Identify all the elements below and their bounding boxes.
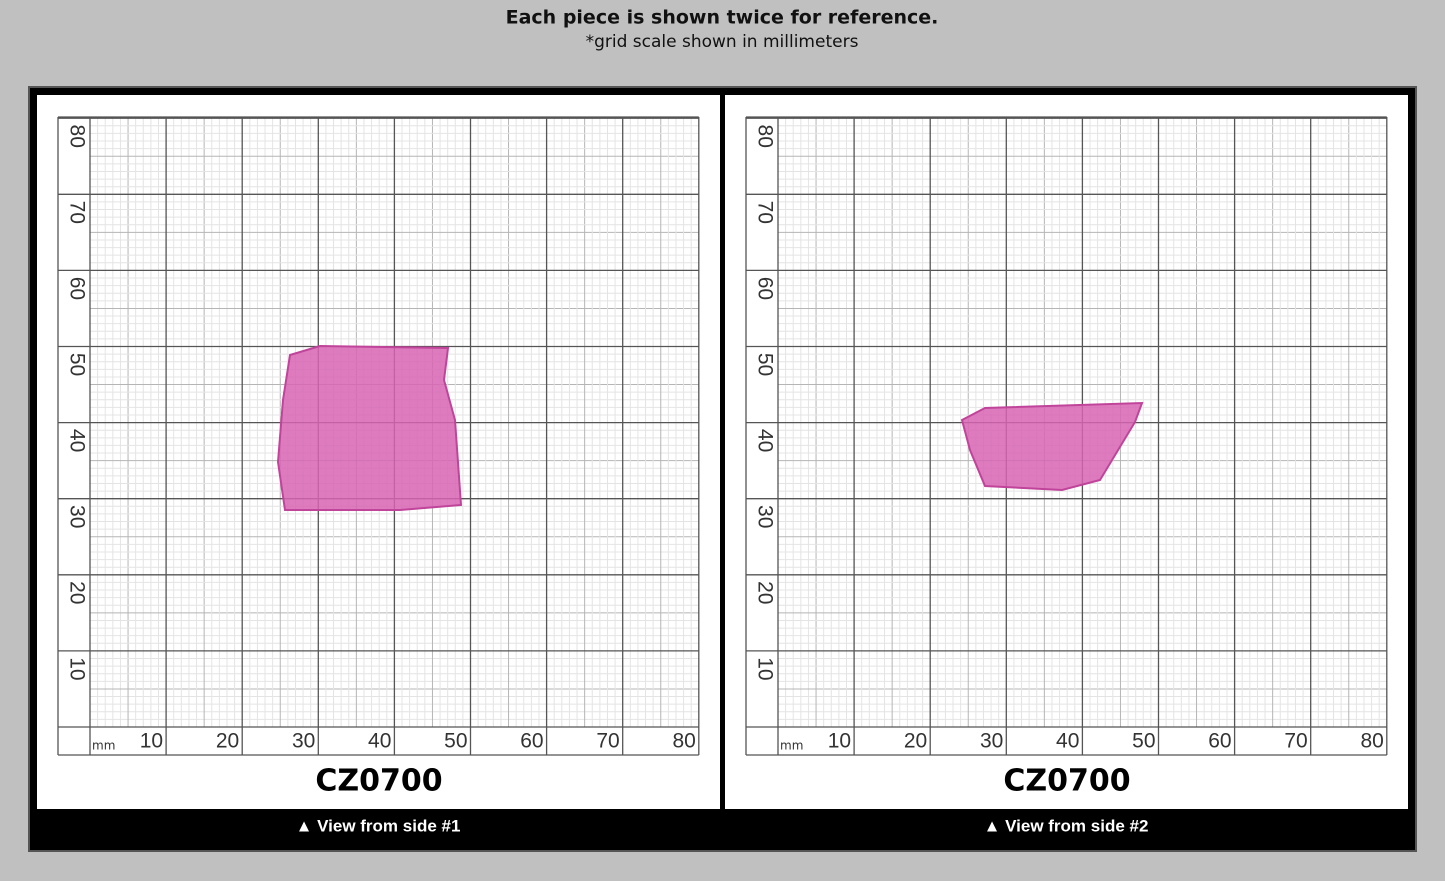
x-tick-label: 30: [292, 730, 315, 753]
x-tick-label: 50: [1132, 730, 1155, 753]
y-tick-label: 50: [65, 353, 88, 376]
item-label: CZ0700: [315, 764, 442, 799]
y-tick-label: 70: [753, 201, 776, 224]
x-tick-label: 10: [828, 730, 851, 753]
gem: [276, 344, 463, 511]
x-tick-label: 50: [444, 730, 467, 753]
y-tick-label: 40: [65, 429, 88, 452]
caption: ▲ View from side #1: [296, 816, 461, 835]
x-tick-label: 70: [596, 730, 619, 753]
caption: ▲ View from side #2: [984, 816, 1149, 835]
unit-label: mm: [92, 739, 115, 753]
x-tick-label: 40: [1056, 730, 1079, 753]
y-tick-label: 10: [753, 657, 776, 680]
x-tick-label: 10: [140, 730, 163, 753]
x-tick-label: 20: [904, 730, 927, 753]
y-tick-label: 30: [65, 505, 88, 528]
x-tick-label: 30: [980, 730, 1003, 753]
y-tick-label: 70: [65, 201, 88, 224]
y-tick-label: 30: [753, 505, 776, 528]
x-tick-label: 80: [1360, 730, 1383, 753]
x-tick-label: 60: [1208, 730, 1231, 753]
y-tick-label: 20: [753, 581, 776, 604]
y-tick-label: 20: [65, 581, 88, 604]
panel: mm 10 20 30 40 50 60 70 80 10 20 30 40 50 60 70 80 CZ0700…: [725, 95, 1408, 835]
gem: [960, 401, 1144, 492]
unit-label: mm: [780, 739, 803, 753]
x-tick-label: 60: [520, 730, 543, 753]
x-tick-label: 40: [368, 730, 391, 753]
panel: mm 10 20 30 40 50 60 70 80 10 20 30 40 50 60 70 80 CZ0700…: [37, 95, 720, 835]
x-tick-label: 80: [672, 730, 695, 753]
y-tick-label: 60: [753, 277, 776, 300]
title: Each piece is shown twice for reference.: [506, 7, 939, 29]
y-tick-label: 50: [753, 353, 776, 376]
y-tick-label: 10: [65, 657, 88, 680]
item-label: CZ0700: [1003, 764, 1130, 799]
subtitle: *grid scale shown in millimeters: [586, 32, 859, 52]
x-tick-label: 70: [1284, 730, 1307, 753]
x-tick-label: 20: [216, 730, 239, 753]
y-tick-label: 80: [753, 125, 776, 148]
y-tick-label: 40: [753, 429, 776, 452]
y-tick-label: 80: [65, 125, 88, 148]
y-tick-label: 60: [65, 277, 88, 300]
